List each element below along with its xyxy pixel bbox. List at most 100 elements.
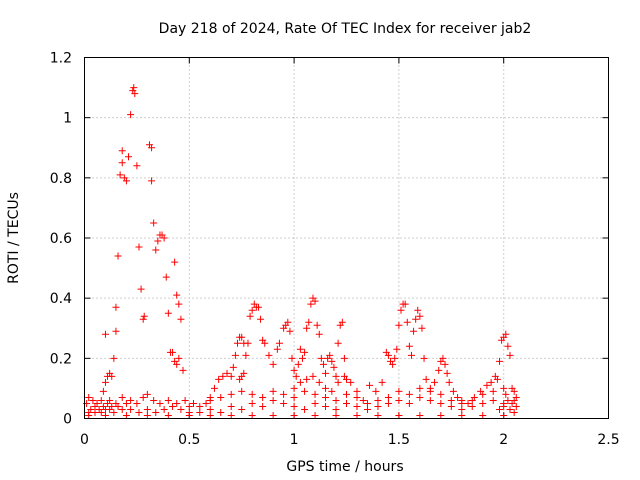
- data-point: [238, 387, 246, 395]
- data-point: [175, 354, 183, 362]
- data-point: [135, 408, 143, 416]
- data-point: [416, 411, 424, 419]
- data-point: [284, 318, 292, 326]
- data-point: [219, 372, 227, 380]
- data-point: [143, 390, 151, 398]
- data-point: [401, 300, 409, 308]
- data-point: [280, 399, 288, 407]
- data-point: [343, 390, 350, 398]
- data-point: [294, 360, 302, 368]
- data-point: [322, 393, 330, 401]
- data-point: [127, 111, 135, 119]
- data-point: [322, 369, 330, 377]
- data-point: [169, 348, 177, 356]
- data-point: [309, 372, 317, 380]
- data-point: [311, 390, 319, 398]
- data-point: [143, 405, 151, 413]
- data-point: [458, 411, 466, 419]
- data-point: [227, 372, 235, 380]
- data-point: [275, 339, 283, 347]
- data-point: [330, 363, 338, 371]
- data-point: [85, 411, 93, 419]
- y-tick-label: 0.6: [50, 231, 72, 247]
- data-point: [173, 399, 181, 407]
- data-point: [130, 84, 138, 92]
- data-point: [122, 411, 130, 419]
- data-point: [189, 399, 197, 407]
- data-point: [292, 372, 300, 380]
- data-point: [160, 405, 168, 413]
- data-point: [326, 351, 334, 359]
- data-point: [259, 402, 267, 410]
- data-point: [231, 351, 239, 359]
- data-point: [240, 369, 248, 377]
- data-point: [137, 285, 145, 293]
- data-point: [101, 378, 109, 386]
- data-point: [210, 384, 218, 392]
- data-point: [405, 399, 413, 407]
- data-point: [171, 258, 179, 266]
- data-point: [257, 315, 265, 323]
- data-point: [420, 354, 428, 362]
- data-point: [389, 360, 397, 368]
- data-point: [125, 153, 133, 161]
- data-point: [133, 399, 141, 407]
- data-point: [290, 411, 298, 419]
- data-point: [135, 243, 143, 251]
- y-tick-label: 1: [63, 111, 72, 127]
- data-point: [179, 366, 187, 374]
- data-point: [112, 399, 120, 407]
- data-point: [437, 399, 445, 407]
- data-point: [185, 402, 193, 410]
- data-point: [140, 312, 148, 320]
- data-point: [311, 399, 319, 407]
- data-point: [422, 375, 430, 383]
- data-point: [112, 327, 120, 335]
- data-point: [303, 375, 311, 383]
- data-point: [443, 369, 451, 377]
- data-point: [374, 396, 382, 404]
- data-point: [248, 306, 256, 314]
- data-point: [395, 411, 403, 419]
- data-point: [414, 306, 422, 314]
- data-point: [384, 399, 392, 407]
- y-tick-label: 0.2: [50, 351, 72, 367]
- data-point: [242, 351, 250, 359]
- data-point: [116, 171, 124, 179]
- data-point: [439, 354, 447, 362]
- data-point: [395, 396, 403, 404]
- data-point: [127, 396, 135, 404]
- data-point: [506, 351, 514, 359]
- data-point: [162, 273, 170, 281]
- data-point: [234, 339, 242, 347]
- data-point: [238, 405, 246, 413]
- data-point: [150, 396, 158, 404]
- data-point: [112, 303, 120, 311]
- data-point: [196, 408, 204, 416]
- data-point: [280, 390, 288, 398]
- data-point: [372, 387, 380, 395]
- data-point: [185, 411, 193, 419]
- data-point: [338, 318, 346, 326]
- data-point: [322, 402, 330, 410]
- data-point: [89, 396, 97, 404]
- data-point: [328, 387, 336, 395]
- data-point: [118, 405, 126, 413]
- data-point: [353, 402, 361, 410]
- data-point: [496, 357, 504, 365]
- data-point: [160, 234, 168, 242]
- data-point: [403, 318, 411, 326]
- data-point: [512, 402, 520, 410]
- data-point: [391, 354, 399, 362]
- data-point: [353, 411, 361, 419]
- data-point: [395, 387, 403, 395]
- data-point: [332, 372, 340, 380]
- data-point: [261, 339, 269, 347]
- data-point: [412, 315, 420, 323]
- data-point: [296, 378, 304, 386]
- data-point: [259, 393, 267, 401]
- x-tick-label: 2: [499, 432, 508, 448]
- data-point: [489, 396, 497, 404]
- data-point: [334, 378, 342, 386]
- data-point: [500, 411, 508, 419]
